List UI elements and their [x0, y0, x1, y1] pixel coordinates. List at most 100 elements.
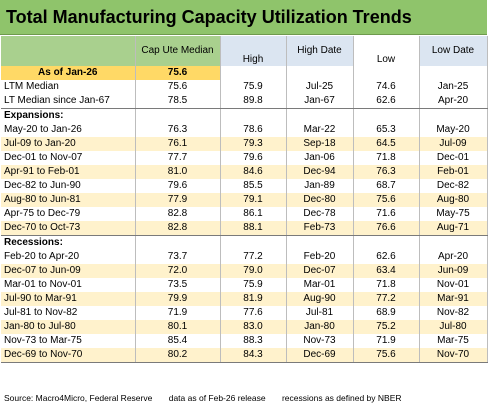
median-value: 79.6: [135, 179, 221, 193]
as-of-value: 75.6: [135, 66, 221, 80]
high-value: 75.9: [220, 80, 287, 94]
low-date-value: Nov-82: [419, 306, 488, 320]
median-value: 73.5: [135, 278, 221, 292]
median-value: 82.8: [135, 207, 221, 221]
low-value: 63.4: [353, 264, 420, 278]
median-value: 76.3: [135, 123, 221, 137]
low-date-value: May-75: [419, 207, 488, 221]
page-title: Total Manufacturing Capacity Utilization…: [0, 0, 487, 35]
median-value: 73.7: [135, 250, 221, 264]
low-date-value: Dec-01: [419, 151, 488, 165]
high-value: 84.3: [220, 348, 287, 363]
row-label: Dec-01 to Nov-07: [1, 151, 136, 165]
low-value: 75.6: [353, 348, 420, 363]
high-value: 79.6: [220, 151, 287, 165]
high-date-value: Jan-80: [286, 320, 354, 334]
low-value: 75.6: [353, 193, 420, 207]
footer-note: recessions as defined by NBER: [281, 393, 402, 403]
header-low: Low: [353, 36, 420, 66]
high-value: 88.3: [220, 334, 287, 348]
as-of-label: As of Jan-26: [1, 66, 136, 80]
high-value: 78.6: [220, 123, 287, 137]
high-value: 88.1: [220, 221, 287, 236]
recession-row: Mar-01 to Nov-01 73.5 75.9 Mar-01 71.8 Nov-01: [1, 278, 488, 292]
high-date-value: Dec-69: [286, 348, 354, 363]
low-value: 62.6: [353, 94, 420, 109]
high-date-value: Dec-94: [286, 165, 354, 179]
row-label: Jul-90 to Mar-91: [1, 292, 136, 306]
median-value: 77.9: [135, 193, 221, 207]
median-value: 76.1: [135, 137, 221, 151]
expansion-row: Dec-82 to Jun-90 79.6 85.5 Jan-89 68.7 Dec-82: [1, 179, 488, 193]
high-date-value: Jul-25: [286, 80, 354, 94]
low-value: 74.6: [353, 80, 420, 94]
footer: Source: Macro4Micro, Federal Reserve dat…: [4, 393, 416, 403]
high-date-value: Feb-73: [286, 221, 354, 236]
recession-row: Dec-07 to Jun-09 72.0 79.0 Dec-07 63.4 Jun-09: [1, 264, 488, 278]
median-value: 71.9: [135, 306, 221, 320]
low-date-value: Aug-71: [419, 221, 488, 236]
expansion-row: Jul-09 to Jan-20 76.1 79.3 Sep-18 64.5 Jul-09: [1, 137, 488, 151]
median-value: 77.7: [135, 151, 221, 165]
high-date-value: Mar-22: [286, 123, 354, 137]
low-date-value: Apr-20: [419, 250, 488, 264]
row-label: Jan-80 to Jul-80: [1, 320, 136, 334]
high-value: 79.3: [220, 137, 287, 151]
median-value: 80.1: [135, 320, 221, 334]
high-date-value: Jan-89: [286, 179, 354, 193]
row-label: Apr-75 to Dec-79: [1, 207, 136, 221]
section-label: Expansions:: [1, 108, 136, 123]
expansion-row: Aug-80 to Jun-81 77.9 79.1 Dec-80 75.6 Aug-80: [1, 193, 488, 207]
footer-release: data as of Feb-26 release: [168, 393, 266, 403]
low-value: 65.3: [353, 123, 420, 137]
low-date-value: Jan-25: [419, 80, 488, 94]
high-value: 83.0: [220, 320, 287, 334]
low-date-value: Jun-09: [419, 264, 488, 278]
header-row: Cap Ute Median High High Date Low Low Da…: [1, 36, 488, 66]
median-value: 75.6: [135, 80, 221, 94]
high-date-value: Jan-67: [286, 94, 354, 109]
median-value: 82.8: [135, 221, 221, 236]
row-label: Dec-82 to Jun-90: [1, 179, 136, 193]
low-date-value: May-20: [419, 123, 488, 137]
low-value: 75.2: [353, 320, 420, 334]
recession-row: Feb-20 to Apr-20 73.7 77.2 Feb-20 62.6 Apr-20: [1, 250, 488, 264]
expansion-row: Apr-91 to Feb-01 81.0 84.6 Dec-94 76.3 Feb-01: [1, 165, 488, 179]
low-value: 77.2: [353, 292, 420, 306]
high-value: 77.6: [220, 306, 287, 320]
median-value: 79.9: [135, 292, 221, 306]
as-of-row: As of Jan-26 75.6: [1, 66, 488, 80]
recession-row: Jul-81 to Nov-82 71.9 77.6 Jul-81 68.9 Nov-82: [1, 306, 488, 320]
high-value: 79.0: [220, 264, 287, 278]
recession-row: Dec-69 to Nov-70 80.2 84.3 Dec-69 75.6 Nov-70: [1, 348, 488, 363]
high-date-value: Jul-81: [286, 306, 354, 320]
row-label: Nov-73 to Mar-75: [1, 334, 136, 348]
high-value: 79.1: [220, 193, 287, 207]
low-value: 64.5: [353, 137, 420, 151]
high-date-value: Dec-80: [286, 193, 354, 207]
low-date-value: Jul-80: [419, 320, 488, 334]
ltm-row: LT Median since Jan-67 78.5 89.8 Jan-67 62.6…: [1, 94, 488, 109]
low-date-value: Dec-82: [419, 179, 488, 193]
high-value: 81.9: [220, 292, 287, 306]
low-date-value: Nov-01: [419, 278, 488, 292]
median-value: 78.5: [135, 94, 221, 109]
low-value: 71.8: [353, 278, 420, 292]
row-label: Jul-09 to Jan-20: [1, 137, 136, 151]
low-date-value: Mar-91: [419, 292, 488, 306]
row-label: Apr-91 to Feb-01: [1, 165, 136, 179]
low-date-value: Apr-20: [419, 94, 488, 109]
recession-row: Jul-90 to Mar-91 79.9 81.9 Aug-90 77.2 Mar-91: [1, 292, 488, 306]
row-label: Mar-01 to Nov-01: [1, 278, 136, 292]
row-label: May-20 to Jan-26: [1, 123, 136, 137]
footer-source: Source: Macro4Micro, Federal Reserve: [4, 393, 153, 403]
high-date-value: Sep-18: [286, 137, 354, 151]
median-value: 80.2: [135, 348, 221, 363]
low-date-value: Feb-01: [419, 165, 488, 179]
low-value: 71.9: [353, 334, 420, 348]
header-high: High: [220, 36, 287, 66]
high-date-value: Mar-01: [286, 278, 354, 292]
ltm-row: LTM Median 75.6 75.9 Jul-25 74.6 Jan-25: [1, 80, 488, 94]
row-label: Dec-69 to Nov-70: [1, 348, 136, 363]
expansions-section-header: Expansions:: [1, 108, 488, 123]
